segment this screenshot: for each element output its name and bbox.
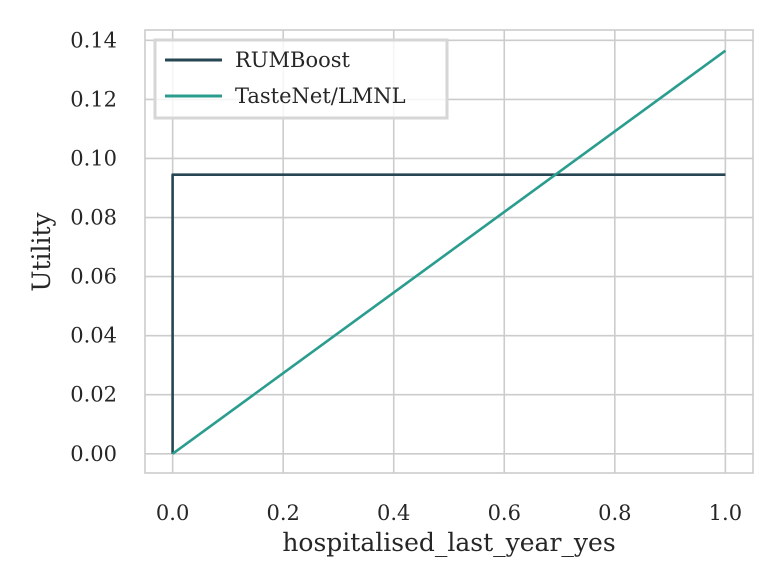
y-tick-label: 0.10 [70,146,117,170]
legend-label-tastenet: TasteNet/LMNL [235,84,406,108]
legend-box [153,38,449,120]
x-tick-label: 0.4 [377,501,410,525]
x-tick-label: 1.0 [709,501,742,525]
y-tick-label: 0.14 [70,28,117,52]
x-tick-label: 0.6 [488,501,521,525]
x-tick-labels: 0.0 0.2 0.4 0.6 0.8 1.0 [156,501,742,525]
x-axis-label: hospitalised_last_year_yes [282,528,615,557]
legend: RUMBoost TasteNet/LMNL [153,38,449,120]
y-axis-label: Utility [27,211,56,291]
y-tick-label: 0.06 [70,265,117,289]
series-line-rumboost [171,173,726,454]
y-tick-label: 0.08 [70,206,117,230]
y-tick-label: 0.02 [70,383,117,407]
series-lines [171,49,727,455]
y-tick-label: 0.00 [70,442,117,466]
y-tick-label: 0.12 [70,87,117,111]
x-tick-label: 0.2 [266,501,299,525]
series-line-tastenet-lmnl [171,49,727,455]
legend-label-rumboost: RUMBoost [235,48,351,72]
y-tick-labels: 0.00 0.02 0.04 0.06 0.08 0.10 0.12 0.14 [70,28,117,465]
grid [145,30,753,473]
y-tick-label: 0.04 [70,324,117,348]
x-tick-label: 0.0 [156,501,189,525]
plot-frame [144,29,754,474]
x-tick-label: 0.8 [598,501,631,525]
